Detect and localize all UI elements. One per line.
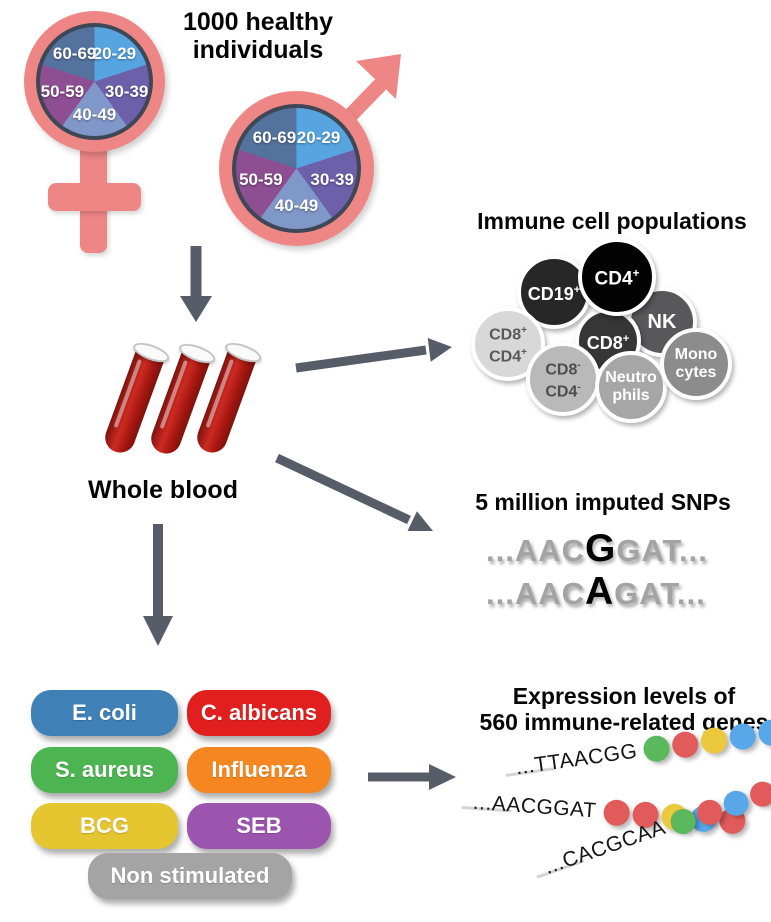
stimulus-pill: Influenza <box>187 747 331 793</box>
snp-sequence: ...AACGGAT... <box>486 527 708 571</box>
snp-context: GAT... <box>616 533 708 568</box>
stimulus-pill: BCG <box>31 803 178 849</box>
expression-dot-red <box>602 798 631 827</box>
expression-dot-blue <box>757 717 771 748</box>
age-group-label: 50-59 <box>40 81 85 101</box>
stimulus-pill: Non stimulated <box>88 853 292 899</box>
stimulus-label: SEB <box>236 813 282 838</box>
age-group-label: 60-69 <box>52 44 97 64</box>
female-symbol-cross-bar <box>48 183 141 211</box>
stimulus-label: C. albicans <box>200 700 318 725</box>
immune-cell-label: NK <box>647 311 677 333</box>
age-group-label: 30-39 <box>104 81 149 101</box>
age-group-label: 20-29 <box>92 44 137 64</box>
snps-title: 5 million imputed SNPs <box>475 489 731 515</box>
male-symbol-ring: 20-29 30-39 40-49 50-59 60-69 <box>219 91 374 246</box>
stimulus-label: S. aureus <box>54 757 155 782</box>
snp-sequence: ...AACAGAT... <box>486 570 706 614</box>
immune-cell-label: Neutro <box>605 369 657 386</box>
headline: 1000 healthy individuals <box>158 8 358 64</box>
stimulus-pill: SEB <box>187 803 331 849</box>
expression-dot-red <box>746 777 771 810</box>
immune-cell-label: CD4- <box>545 382 581 401</box>
immune-cell-label: cytes <box>675 364 717 381</box>
snp-context: ...AAC <box>486 533 585 568</box>
expression-sequence: ...AACGGAT <box>472 790 598 823</box>
immune-cell-label: CD19+ <box>527 284 581 304</box>
expression-title: Expression levels of 560 immune-related … <box>478 683 770 735</box>
expression-dot-green <box>642 733 672 764</box>
age-group-label: 40-49 <box>274 196 319 215</box>
headline-line1: 1000 healthy <box>182 8 334 36</box>
stimulus-label: BCG <box>80 813 129 838</box>
immune-cell-label: CD4+ <box>489 347 527 366</box>
expression-dot-blue <box>720 786 753 819</box>
age-group-label: 30-39 <box>310 170 354 190</box>
immune-cell-label: CD8+ <box>489 324 527 343</box>
arrow-stimuli-to-expression <box>368 764 456 790</box>
snp-context: ...AAC <box>486 576 585 611</box>
headline-line2: individuals <box>192 36 324 64</box>
expression-title-line1: Expression levels of <box>512 683 736 709</box>
age-group-label: 60-69 <box>252 128 297 148</box>
expression-dot-red <box>670 729 701 760</box>
immune-cell-neutrophils: Neutro phils <box>595 351 667 423</box>
immune-cell-label: CD8+ <box>586 333 630 353</box>
snp-context: GAT... <box>614 576 706 611</box>
arrow-blood-to-stimuli <box>143 524 173 646</box>
age-group-label: 50-59 <box>239 170 283 190</box>
female-symbol-ring: 20-29 30-39 40-49 50-59 60-69 <box>24 11 165 152</box>
arrow-blood-to-snps <box>275 453 433 531</box>
stimulus-label: Non stimulated <box>110 863 270 888</box>
whole-blood-label: Whole blood <box>88 476 238 504</box>
stimulus-pill: C. albicans <box>187 690 331 736</box>
immune-cell-cd4: CD4+ <box>578 238 656 316</box>
stimulus-label: Influenza <box>211 757 307 782</box>
immune-cell-label: phils <box>612 387 650 404</box>
immune-cell-monocytes: Mono cytes <box>660 328 732 400</box>
expression-sequence: ...TTAACGG <box>514 739 639 780</box>
immune-cell-label: CD4+ <box>594 267 640 290</box>
male-age-pie-chart: 20-29 30-39 40-49 50-59 60-69 <box>236 108 357 229</box>
stimulus-pill: S. aureus <box>31 747 178 793</box>
female-age-pie-chart: 20-29 30-39 40-49 50-59 60-69 <box>40 27 149 136</box>
expression-dot-blue <box>728 721 758 752</box>
age-group-label: 40-49 <box>72 105 117 125</box>
immune-cell-cd8n-cd4n: CD8- CD4- <box>526 342 600 416</box>
immune-cell-label: CD8- <box>545 359 581 378</box>
snp-variant-letter: A <box>585 570 615 613</box>
stimulus-pill: E. coli <box>31 690 178 736</box>
expression-dot-yellow <box>699 725 730 756</box>
immune-cell-label: Mono <box>674 346 718 363</box>
arrow-individuals-to-blood <box>180 246 212 322</box>
stimulus-label: E. coli <box>72 700 137 725</box>
snp-variant-letter: G <box>585 527 617 570</box>
arrow-blood-to-immune-cells <box>295 338 452 373</box>
immune-cells-title: Immune cell populations <box>477 208 747 234</box>
age-group-label: 20-29 <box>296 128 341 148</box>
